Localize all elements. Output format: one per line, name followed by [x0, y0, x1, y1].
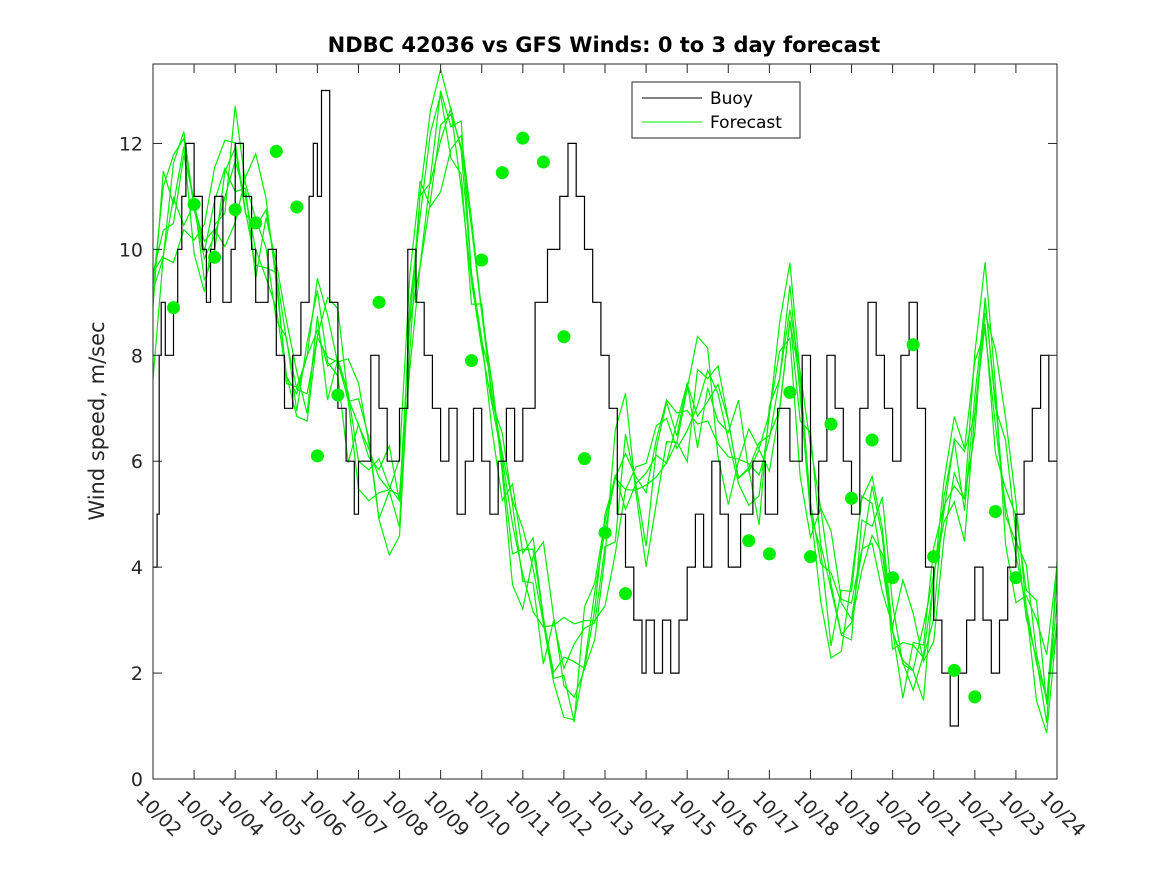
forecast-marker: [249, 216, 263, 230]
forecast-marker: [824, 417, 838, 431]
x-tick-label: 10/17: [748, 787, 802, 841]
x-tick-label: 10/04: [214, 787, 268, 841]
forecast-marker: [578, 452, 591, 466]
forecast-marker: [310, 449, 324, 463]
forecast-marker: [290, 200, 304, 214]
forecast-marker: [1009, 571, 1023, 585]
forecast-marker: [886, 571, 900, 585]
forecast-marker: [495, 166, 509, 180]
x-tick-label: 10/08: [378, 787, 432, 841]
x-tick-label: 10/14: [625, 787, 679, 841]
x-tick-label: 10/03: [173, 787, 227, 841]
forecast-line-member-2: [152, 94, 1058, 723]
x-tick-label: 10/06: [296, 787, 350, 841]
x-tick-label: 10/21: [912, 787, 966, 841]
forecast-marker: [865, 433, 879, 447]
forecast-marker: [465, 354, 478, 368]
x-tick-label: 10/12: [542, 787, 596, 841]
forecast-marker: [372, 295, 386, 309]
x-tick-label: 10/05: [255, 787, 309, 841]
x-tick-label: 10/10: [460, 787, 514, 841]
forecast-marker: [475, 253, 489, 267]
legend-label-buoy: Buoy: [710, 89, 753, 109]
forecast-marker: [947, 663, 961, 677]
x-tick-label: 10/16: [707, 787, 761, 841]
forecast-marker: [269, 144, 283, 158]
y-axis-label: Wind speed, m/sec: [85, 321, 109, 520]
y-tick-label: 12: [119, 133, 143, 155]
legend: Buoy Forecast: [631, 81, 801, 139]
buoy-line-layer: [153, 89, 1057, 727]
x-tick-label: 10/02: [131, 787, 185, 841]
forecast-marker: [598, 526, 612, 540]
plot-background: [153, 64, 1057, 779]
forecast-marker: [331, 388, 345, 402]
y-tick-label: 10: [119, 239, 143, 261]
forecast-marker: [804, 550, 817, 564]
x-tick-label: 10/24: [1035, 787, 1089, 841]
forecast-marker: [762, 547, 776, 561]
x-tick-label: 10/07: [337, 787, 391, 841]
forecast-line-member-4: [152, 131, 1058, 699]
x-tick-label: 10/09: [419, 787, 473, 841]
forecast-marker: [783, 385, 797, 399]
x-tick-label: 10/20: [871, 787, 925, 841]
y-axis: 0 2 4 6 8 10 12: [119, 133, 1057, 791]
forecast-marker: [187, 197, 201, 211]
x-tick-label: 10/22: [953, 787, 1007, 841]
forecast-marker: [619, 587, 632, 601]
forecast-marker: [228, 203, 242, 217]
y-tick-label: 0: [131, 769, 143, 791]
forecast-line-member-3: [152, 90, 1058, 723]
chart-title: NDBC 42036 vs GFS Winds: 0 to 3 day fore…: [328, 33, 881, 57]
forecast-marker: [536, 155, 550, 169]
y-tick-label: 6: [131, 451, 143, 473]
forecast-marker: [968, 690, 982, 704]
forecast-marker: [988, 505, 1002, 518]
y-tick-label: 8: [131, 345, 143, 367]
forecast-markers-layer: [167, 131, 1023, 704]
forecast-marker: [208, 250, 222, 264]
x-tick-label: 10/23: [994, 787, 1048, 841]
forecast-marker: [906, 338, 920, 352]
forecast-marker: [845, 491, 858, 505]
x-tick-label: 10/18: [789, 787, 843, 841]
forecast-marker: [516, 131, 530, 145]
forecast-line-member-5: [152, 69, 1058, 734]
x-tick-label: 10/11: [501, 787, 555, 841]
forecast-marker: [557, 330, 571, 344]
forecast-marker: [742, 534, 756, 548]
y-tick-label: 2: [131, 663, 143, 685]
legend-label-forecast: Forecast: [710, 113, 782, 133]
x-tick-label: 10/19: [830, 787, 884, 841]
x-tick-label: 10/13: [583, 787, 637, 841]
x-tick-label: 10/15: [666, 787, 720, 841]
forecast-marker: [167, 301, 180, 315]
forecast-marker: [927, 550, 941, 564]
legend-box: [631, 81, 801, 139]
buoy-line: [153, 89, 1057, 727]
y-tick-label: 4: [131, 557, 143, 579]
